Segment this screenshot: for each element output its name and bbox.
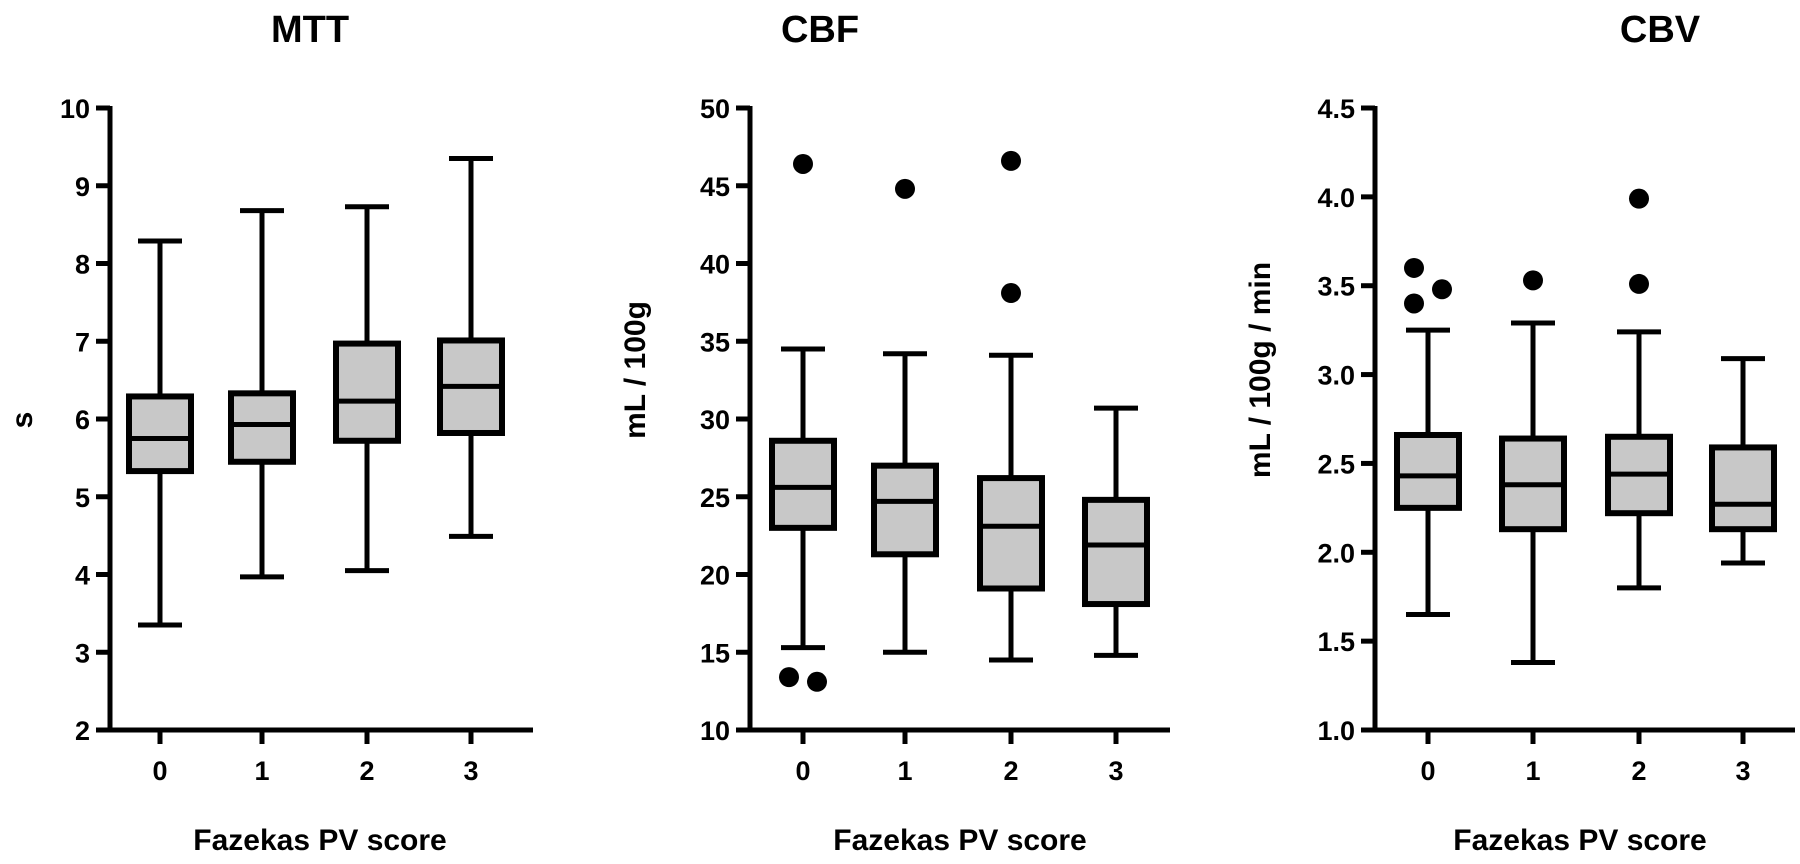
x-tick-label: 2 <box>359 756 374 786</box>
x-axis-label: Fazekas PV score <box>1453 824 1707 857</box>
x-tick-label: 2 <box>1003 756 1018 786</box>
y-tick-label: 10 <box>700 716 730 746</box>
outlier-point <box>807 671 827 692</box>
box-body <box>126 393 194 475</box>
box-2 <box>1605 188 1673 591</box>
box-body <box>1709 444 1777 533</box>
box-0 <box>1394 257 1462 617</box>
outlier-point <box>1629 273 1649 294</box>
x-tick-label: 3 <box>463 756 478 786</box>
outlier-point <box>1432 279 1452 300</box>
box-body <box>871 462 939 558</box>
y-tick-label: 8 <box>75 250 90 280</box>
x-tick-label: 2 <box>1631 756 1646 786</box>
outlier-point <box>1404 293 1424 314</box>
y-tick-label: 35 <box>700 327 730 357</box>
outlier-point <box>895 178 915 199</box>
outlier-point <box>1629 188 1649 209</box>
panel-mtt: MTT s Fazekas PV score 2 3 4 5 6 7 8 9 10 0 1 2 3 <box>6 9 533 857</box>
box-2 <box>333 204 401 574</box>
box-1 <box>871 178 939 655</box>
outlier-point <box>1523 270 1543 291</box>
y-tick-label: 10 <box>60 94 90 124</box>
y-tick-label: 7 <box>75 327 90 357</box>
chart-title: CBV <box>1620 9 1701 51</box>
x-axis-label: Fazekas PV score <box>193 824 447 857</box>
outlier-point <box>1001 283 1021 304</box>
y-tick-label: 9 <box>75 172 90 202</box>
x-tick-label: 3 <box>1108 756 1123 786</box>
panel-cbf: CBF mL / 100g Fazekas PV score 101520253… <box>619 9 1170 857</box>
x-tick-label: 1 <box>897 756 912 786</box>
panel-cbv: CBV mL / 100g / min Fazekas PV score 1.0… <box>1244 9 1795 857</box>
outlier-point <box>1404 257 1424 278</box>
box-0 <box>769 153 837 692</box>
x-tick-label: 1 <box>254 756 269 786</box>
y-tick-label: 1.5 <box>1317 627 1355 657</box>
y-tick-label: 40 <box>700 250 730 280</box>
y-tick-label: 2.0 <box>1317 538 1355 568</box>
box-body <box>1082 496 1150 608</box>
box-3 <box>1709 356 1777 566</box>
y-tick-label: 20 <box>700 561 730 591</box>
box-1 <box>1499 270 1567 665</box>
y-tick-label: 2 <box>75 716 90 746</box>
box-body <box>769 437 837 531</box>
plot-area: 1.0 1.5 2.0 2.5 3.0 3.5 4.0 4.5 0 1 2 3 <box>1317 94 1795 786</box>
x-tick-label: 0 <box>795 756 810 786</box>
y-tick-label: 6 <box>75 405 90 435</box>
outlier-point <box>779 667 799 688</box>
box-body <box>1394 431 1462 511</box>
box-body <box>333 340 401 444</box>
y-tick-label: 50 <box>700 94 730 124</box>
y-axis-label: mL / 100g / min <box>1244 262 1277 478</box>
box-1 <box>228 208 296 580</box>
chart-title: MTT <box>271 9 349 51</box>
box-0 <box>126 238 194 628</box>
x-tick-label: 3 <box>1735 756 1750 786</box>
outlier-point <box>793 153 813 174</box>
y-tick-label: 1.0 <box>1317 716 1355 746</box>
box-body <box>977 475 1045 592</box>
y-tick-label: 3.5 <box>1317 272 1355 302</box>
y-tick-label: 45 <box>700 172 730 202</box>
outlier-point <box>1001 150 1021 171</box>
x-axis-label: Fazekas PV score <box>833 824 1087 857</box>
y-tick-label: 5 <box>75 483 90 513</box>
y-tick-label: 30 <box>700 405 730 435</box>
y-tick-label: 4.0 <box>1317 183 1355 213</box>
plot-area: 2 3 4 5 6 7 8 9 10 0 1 2 3 <box>60 94 533 786</box>
y-tick-label: 3 <box>75 638 90 668</box>
chart-title: CBF <box>781 9 859 51</box>
y-tick-label: 4 <box>75 561 90 591</box>
y-tick-label: 25 <box>700 483 730 513</box>
y-tick-label: 2.5 <box>1317 449 1355 479</box>
x-tick-label: 0 <box>152 756 167 786</box>
box-2 <box>977 150 1045 663</box>
box-body <box>228 390 296 465</box>
y-tick-label: 15 <box>700 638 730 668</box>
y-tick-label: 3.0 <box>1317 361 1355 391</box>
plot-area: 10 15 20 25 30 35 40 45 50 0 1 2 3 <box>700 94 1170 786</box>
box-3 <box>1082 405 1150 658</box>
y-tick-label: 4.5 <box>1317 94 1355 124</box>
x-tick-label: 0 <box>1420 756 1435 786</box>
y-axis-label: s <box>6 412 39 429</box>
y-axis-label: mL / 100g <box>619 301 652 439</box>
box-3 <box>437 156 505 539</box>
x-tick-label: 1 <box>1525 756 1540 786</box>
